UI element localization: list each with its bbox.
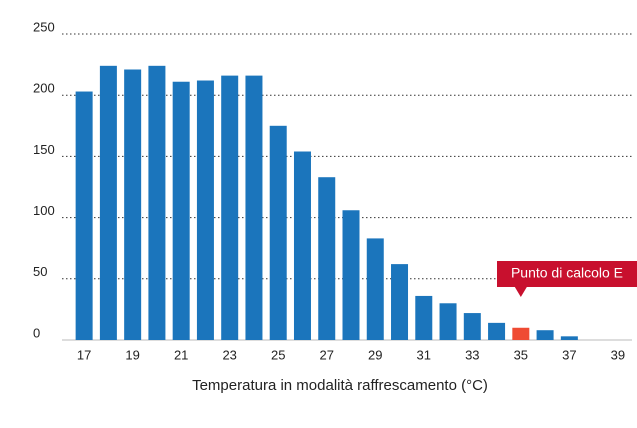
bar — [245, 75, 263, 340]
bar — [488, 322, 506, 340]
bar — [196, 80, 214, 341]
bar — [512, 327, 530, 340]
x-tick-label: 35 — [514, 347, 528, 362]
y-tick-label: 50 — [33, 264, 47, 279]
y-tick-label: 250 — [33, 19, 55, 34]
bar — [318, 177, 336, 340]
bar — [124, 69, 142, 340]
x-tick-label: 21 — [174, 347, 188, 362]
bar — [221, 75, 239, 340]
x-tick-label: 31 — [417, 347, 431, 362]
y-tick-label: 100 — [33, 203, 55, 218]
x-tick-label: 29 — [368, 347, 382, 362]
x-tick-label: 37 — [562, 347, 576, 362]
annotation-box — [497, 261, 637, 297]
x-tick-label: 17 — [77, 347, 91, 362]
bar — [99, 65, 117, 340]
y-tick-label: 0 — [33, 325, 40, 340]
y-tick-label: 150 — [33, 142, 55, 157]
x-tick-label: 33 — [465, 347, 479, 362]
y-tick-label: 200 — [33, 81, 55, 96]
bar — [75, 91, 93, 340]
bar — [415, 295, 433, 340]
x-tick-label: 39 — [611, 347, 625, 362]
bar — [172, 81, 190, 341]
x-tick-label: 23 — [222, 347, 236, 362]
bar — [269, 125, 287, 340]
x-tick-label: 19 — [125, 347, 139, 362]
annotation-text: Punto di calcolo E — [511, 265, 623, 281]
x-tick-label: 27 — [320, 347, 334, 362]
x-tick-label: 25 — [271, 347, 285, 362]
bar — [293, 151, 311, 340]
bar — [148, 65, 166, 340]
bar — [560, 336, 578, 340]
bar — [463, 313, 481, 340]
bar — [391, 264, 409, 340]
bar — [366, 238, 384, 340]
bar — [439, 303, 457, 340]
x-axis-title: Temperatura in modalità raffrescamento (… — [192, 377, 488, 394]
bar — [342, 210, 360, 340]
bar — [536, 330, 554, 340]
